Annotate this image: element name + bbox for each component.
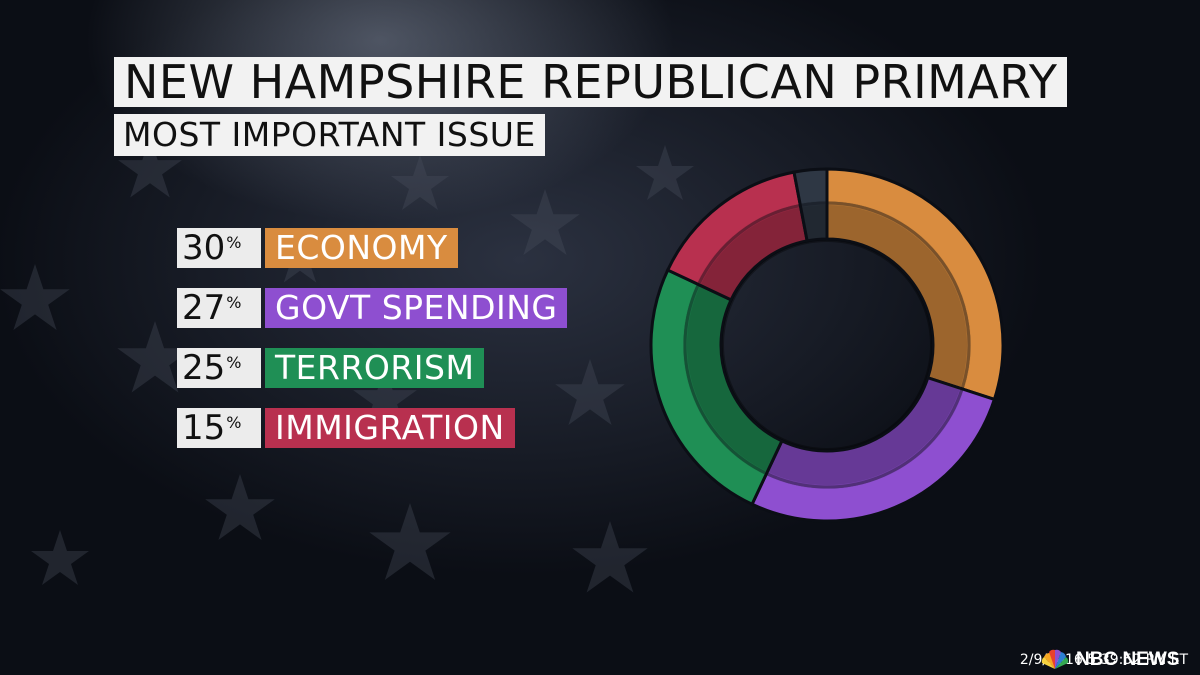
donut-slice-govt-spending bbox=[750, 375, 997, 523]
legend-label-economy: ECONOMY bbox=[275, 228, 448, 267]
legend-pct-govt-spending: 27 bbox=[182, 288, 226, 328]
legend-pct-economy: 30 bbox=[182, 228, 226, 268]
donut-slice-divider-terrorism bbox=[682, 284, 767, 475]
legend-label-box-immigration: IMMIGRATION bbox=[265, 408, 515, 448]
subtitle-banner: MOST IMPORTANT ISSUE bbox=[114, 114, 545, 156]
legend-row-immigration: 15 % IMMIGRATION bbox=[177, 408, 515, 448]
legend-pct-sign: % bbox=[226, 352, 242, 372]
nbc-news-logo: NBC NEWS bbox=[1040, 648, 1190, 672]
legend-label-box-economy: ECONOMY bbox=[265, 228, 458, 268]
legend-label-box-govt-spending: GOVT SPENDING bbox=[265, 288, 568, 328]
peacock-icon bbox=[1041, 649, 1069, 669]
legend-label-box-terrorism: TERRORISM bbox=[265, 348, 485, 388]
legend-pct-box: 25 % bbox=[177, 348, 261, 388]
donut-hole-edge bbox=[722, 240, 932, 450]
legend-pct-sign: % bbox=[226, 412, 242, 432]
legend-pct-sign: % bbox=[226, 292, 242, 312]
legend-pct-box: 15 % bbox=[177, 408, 261, 448]
donut-slice-other bbox=[792, 167, 829, 243]
brand-name: NBC NEWS bbox=[1076, 649, 1180, 670]
legend-label-terrorism: TERRORISM bbox=[275, 348, 475, 387]
chart-title: NEW HAMPSHIRE REPUBLICAN PRIMARY bbox=[124, 55, 1058, 109]
legend-label-immigration: IMMIGRATION bbox=[275, 408, 505, 447]
legend-label-govt-spending: GOVT SPENDING bbox=[275, 288, 558, 327]
chart-subtitle: MOST IMPORTANT ISSUE bbox=[123, 115, 536, 154]
donut-slice-divider-govt-spending bbox=[766, 389, 964, 489]
donut-slice-terrorism bbox=[649, 268, 784, 507]
donut-chart bbox=[649, 167, 1005, 523]
legend-pct-box: 27 % bbox=[177, 288, 261, 328]
title-banner: NEW HAMPSHIRE REPUBLICAN PRIMARY bbox=[114, 55, 1068, 109]
donut-slice-divider-other bbox=[801, 201, 826, 208]
donut-slice-immigration bbox=[665, 170, 809, 302]
donut-slice-outer-other bbox=[792, 167, 829, 208]
donut-slice-economy bbox=[825, 167, 1005, 402]
legend-pct-immigration: 15 bbox=[182, 408, 226, 448]
legend-pct-box: 30 % bbox=[177, 228, 261, 268]
legend-row-economy: 30 % ECONOMY bbox=[177, 228, 458, 268]
legend-row-terrorism: 25 % TERRORISM bbox=[177, 348, 485, 388]
legend-row-govt-spending: 27 % GOVT SPENDING bbox=[177, 288, 568, 328]
legend-pct-terrorism: 25 bbox=[182, 348, 226, 388]
legend-pct-sign: % bbox=[226, 232, 242, 252]
